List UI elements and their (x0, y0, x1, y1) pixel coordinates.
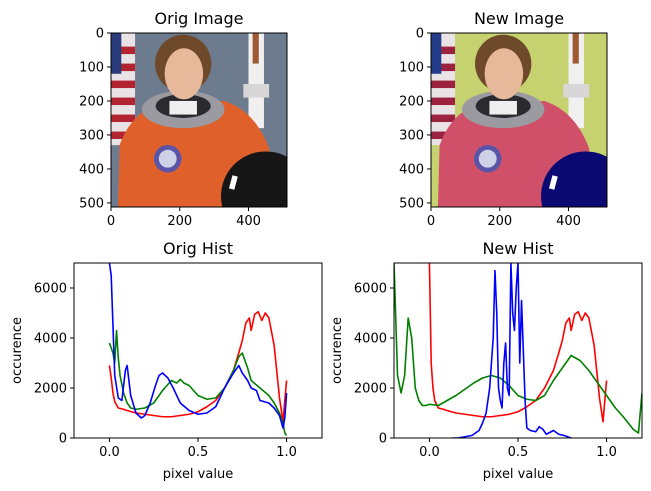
axes-frame (430, 32, 608, 208)
orig-hist-xlabel: pixel value (163, 467, 233, 482)
orig-hist-panel: Orig Hist pixel value occurence 0.0 0.5 1.… (10, 239, 323, 482)
orig-image-axes: 0 200 400 0 100 200 300 400 500 (79, 27, 288, 229)
flag-stripe (111, 97, 136, 106)
orig-image-picture (111, 33, 287, 207)
new-hist-xlabel: pixel value (483, 467, 553, 482)
y-tick-label: 6000 (354, 282, 387, 297)
flag-stripe (111, 46, 136, 55)
y-tick-label: 0 (416, 27, 424, 42)
helmet-glare (228, 175, 238, 190)
y-tick-label: 0 (59, 432, 67, 447)
y-tick-label: 200 (399, 94, 424, 109)
series-line-1 (108, 329, 288, 436)
y-tick-label: 6000 (34, 282, 67, 297)
patch-center (478, 149, 497, 168)
y-tick-label: 0 (96, 27, 104, 42)
y-tick-label: 300 (79, 128, 104, 143)
x-tick-label: 200 (487, 214, 512, 229)
y-tick-label: 500 (79, 196, 104, 211)
shuttle-wing (563, 83, 590, 98)
x-tick-label: 1.0 (596, 445, 617, 460)
y-tick-label: 100 (399, 60, 424, 75)
flag-stripe (111, 80, 136, 89)
series-line-0 (108, 310, 288, 423)
orig-hist-ylabel: occurence (10, 317, 25, 384)
y-tick-label: 4000 (34, 332, 67, 347)
new-image-panel: New Image 0 200 400 0 100 200 300 400 500 (399, 9, 608, 229)
y-tick-label: 2000 (34, 382, 67, 397)
image-content (431, 33, 607, 207)
image-content (111, 33, 287, 207)
y-tick-label: 400 (399, 162, 424, 177)
orig-hist-title: Orig Hist (163, 239, 233, 258)
new-hist-ylabel: occurence (330, 317, 345, 384)
collar (169, 100, 197, 115)
series-line-1 (394, 263, 642, 434)
flag-stripe (431, 131, 456, 140)
shuttle (568, 33, 584, 129)
x-tick-label: 0.0 (419, 445, 440, 460)
new-hist-plot: 0.0 0.5 1.0 0 2000 4000 6000 (354, 262, 643, 460)
x-tick-label: 400 (556, 214, 581, 229)
flag-canton (111, 33, 122, 74)
x-tick-label: 400 (236, 214, 261, 229)
y-tick-label: 500 (399, 196, 424, 211)
flag-stripe (431, 63, 456, 72)
flag-stripe (431, 80, 456, 89)
flag-stripe (111, 114, 136, 123)
orig-image-panel: Orig Image 0 200 400 0 100 200 300 400 500 (79, 9, 288, 229)
helmet (221, 151, 287, 207)
y-tick-label: 2000 (354, 382, 387, 397)
orig-hist-plot: 0.0 0.5 1.0 0 2000 4000 6000 (34, 262, 323, 460)
axes-frame (110, 32, 288, 208)
series-group (108, 263, 288, 436)
x-tick-label: 0.5 (188, 445, 209, 460)
y-tick-label: 100 (79, 60, 104, 75)
x-tick-label: 0 (107, 214, 115, 229)
flag-stripe (431, 114, 456, 123)
y-tick-label: 300 (399, 128, 424, 143)
flag-stripe (111, 63, 136, 72)
series-group (394, 263, 642, 438)
x-tick-label: 0.0 (99, 445, 120, 460)
new-image-title: New Image (474, 9, 564, 28)
flag-stripe (431, 46, 456, 55)
y-tick-label: 0 (379, 432, 387, 447)
flag-stripe (111, 131, 136, 140)
y-tick-label: 200 (79, 94, 104, 109)
x-tick-label: 1.0 (276, 445, 297, 460)
series-line-2 (108, 263, 288, 429)
face (484, 48, 524, 100)
new-hist-panel: New Hist pixel value occurence 0.0 0.5 1.0… (330, 239, 643, 482)
x-tick-label: 200 (167, 214, 192, 229)
collar (489, 100, 517, 115)
orig-image-title: Orig Image (155, 9, 244, 28)
x-tick-label: 0.5 (508, 445, 529, 460)
helmet (541, 151, 607, 207)
new-hist-title: New Hist (482, 239, 553, 258)
y-tick-label: 400 (79, 162, 104, 177)
new-image-axes: 0 200 400 0 100 200 300 400 500 (399, 27, 608, 229)
shuttle-tank (252, 33, 259, 64)
flag-canton (431, 33, 442, 74)
helmet-glare (548, 175, 558, 190)
shuttle (248, 33, 264, 129)
patch-center (158, 149, 177, 168)
flag-stripe (431, 97, 456, 106)
face (164, 48, 204, 100)
shuttle-tank (572, 33, 579, 64)
new-image-picture (431, 33, 607, 207)
shuttle-wing (243, 83, 270, 98)
series-line-0 (428, 263, 608, 423)
x-tick-label: 0 (427, 214, 435, 229)
series-line-2 (452, 263, 572, 438)
y-tick-label: 4000 (354, 332, 387, 347)
